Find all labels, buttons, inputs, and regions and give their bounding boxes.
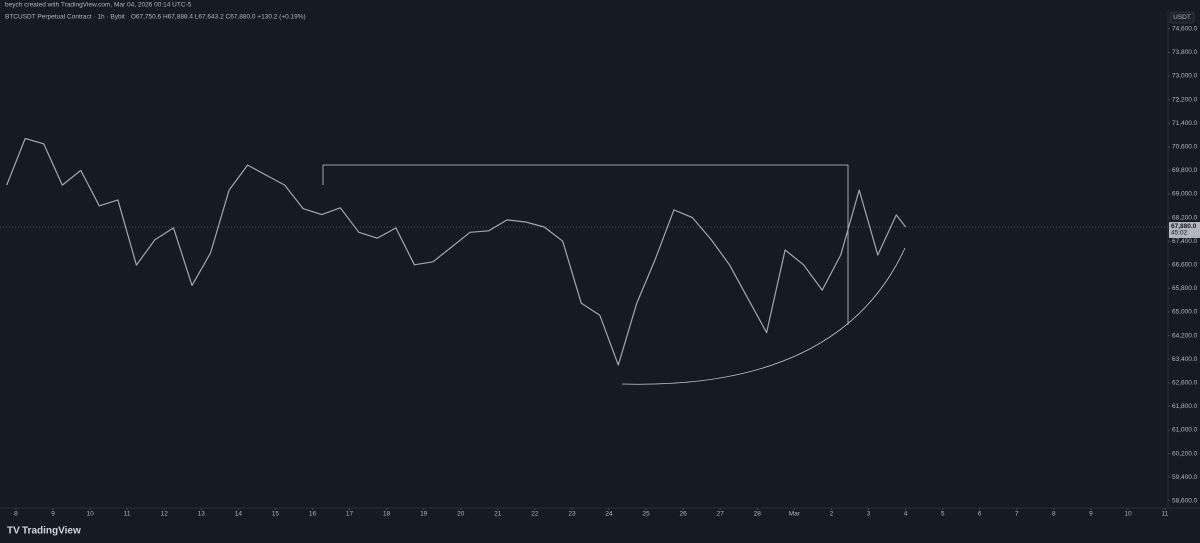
x-tick-label: 12 — [161, 511, 169, 518]
last-price-label: 67,880.0 — [1171, 223, 1197, 230]
x-tick-label: 9 — [1089, 511, 1093, 518]
x-tick-label: 18 — [383, 511, 391, 518]
y-tick-label: 74,600.0 — [1172, 25, 1198, 32]
x-tick-label: 20 — [457, 511, 465, 518]
x-tick-label: 28 — [754, 511, 762, 518]
y-tick-label: 61,800.0 — [1172, 403, 1198, 410]
drawn-rectangle — [322, 164, 849, 325]
x-tick-label: 21 — [494, 511, 502, 518]
y-tick-label: 61,000.0 — [1172, 427, 1198, 434]
symbol-title: BTCUSDT Perpetual Contract · 1h · Bybit — [5, 14, 125, 21]
x-tick-label: 4 — [904, 511, 908, 518]
x-tick-label: 10 — [86, 511, 94, 518]
countdown: 45:02 — [1171, 230, 1188, 237]
y-tick-label: 69,000.0 — [1172, 191, 1198, 198]
y-tick-label: 58,600.0 — [1172, 497, 1198, 504]
x-tick-label: 10 — [1124, 511, 1132, 518]
y-tick-label: 65,000.0 — [1172, 309, 1198, 316]
unit[interactable]: USDT — [1173, 14, 1191, 21]
x-tick-label: 14 — [235, 511, 243, 518]
x-tick-label: 22 — [531, 511, 539, 518]
y-tick-label: 65,800.0 — [1172, 285, 1198, 292]
x-tick-label: 19 — [420, 511, 428, 518]
y-tick-label: 70,600.0 — [1172, 143, 1198, 150]
x-tick-label: 6 — [978, 511, 982, 518]
x-tick-label: 15 — [272, 511, 280, 518]
y-tick-label: 71,400.0 — [1172, 120, 1198, 127]
y-tick-label: 73,000.0 — [1172, 73, 1198, 80]
x-tick-label: 25 — [642, 511, 650, 518]
y-tick-label: 64,200.0 — [1172, 332, 1198, 339]
x-tick-label: 27 — [717, 511, 725, 518]
x-tick-label: 8 — [1052, 511, 1056, 518]
x-tick-label: Mar — [789, 511, 801, 518]
y-tick-label: 67,400.0 — [1172, 238, 1198, 245]
y-tick-label: 68,200.0 — [1172, 214, 1198, 221]
y-tick-label: 59,400.0 — [1172, 474, 1198, 481]
x-tick-label: 9 — [51, 511, 55, 518]
y-tick-label: 63,400.0 — [1172, 356, 1198, 363]
x-tick-label: 26 — [680, 511, 688, 518]
last-price-box — [1169, 222, 1200, 239]
x-tick-label: 13 — [198, 511, 206, 518]
x-tick-label: 16 — [309, 511, 317, 518]
drawn-arc — [621, 247, 906, 385]
ohlc: O67,750.6 H67,888.4 L67,643.2 C67,880.0 … — [131, 14, 306, 21]
y-tick-label: 72,200.0 — [1172, 96, 1198, 103]
x-tick-label: 23 — [568, 511, 576, 518]
x-tick-label: 17 — [346, 511, 354, 518]
unit-box[interactable] — [1169, 11, 1195, 24]
x-tick-label: 7 — [1015, 511, 1019, 518]
x-tick-label: 24 — [605, 511, 613, 518]
y-tick-label: 60,200.0 — [1172, 450, 1198, 457]
y-tick-label: 62,600.0 — [1172, 379, 1198, 386]
brand: TradingView — [22, 526, 81, 537]
y-tick-label: 73,800.0 — [1172, 49, 1198, 56]
x-tick-label: 11 — [1162, 511, 1169, 518]
price-line — [6, 137, 907, 366]
x-tick-label: 2 — [830, 511, 834, 518]
logo-mark: TV — [7, 526, 20, 537]
x-tick-label: 3 — [867, 511, 871, 518]
y-tick-label: 69,800.0 — [1172, 167, 1198, 174]
x-tick-label: 5 — [941, 511, 945, 518]
caption: beych created with TradingView.com, Mar … — [5, 2, 192, 9]
x-tick-label: 8 — [14, 511, 18, 518]
y-tick-label: 66,600.0 — [1172, 261, 1198, 268]
x-tick-label: 11 — [124, 511, 131, 518]
